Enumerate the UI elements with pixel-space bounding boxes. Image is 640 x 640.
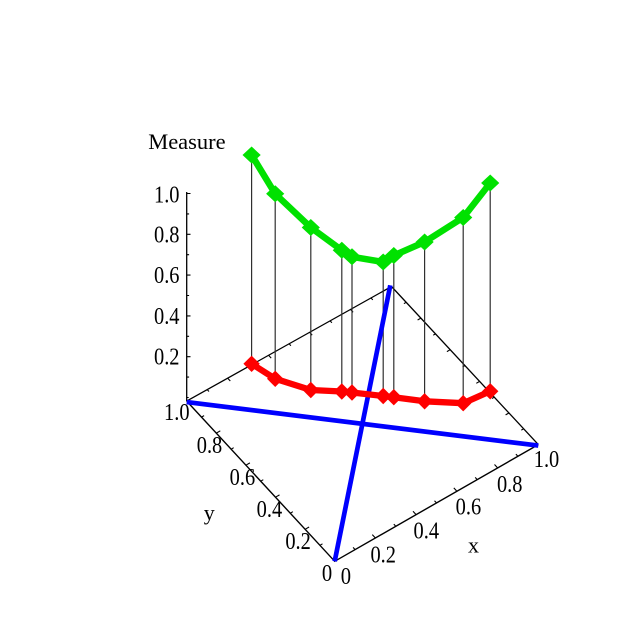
svg-text:1.0: 1.0 (154, 182, 180, 208)
svg-text:Measure: Measure (148, 129, 225, 154)
svg-text:0.2: 0.2 (285, 529, 311, 555)
svg-text:0.6: 0.6 (456, 494, 482, 520)
svg-text:0.2: 0.2 (370, 542, 396, 568)
svg-text:0.4: 0.4 (257, 497, 283, 523)
svg-text:y: y (204, 500, 215, 525)
svg-text:0.4: 0.4 (154, 304, 180, 330)
svg-text:0.2: 0.2 (154, 345, 180, 371)
svg-text:0.8: 0.8 (154, 223, 180, 249)
svg-text:0.8: 0.8 (497, 472, 523, 498)
svg-text:0.6: 0.6 (230, 465, 256, 491)
svg-text:0.6: 0.6 (154, 263, 180, 289)
svg-text:1.0: 1.0 (164, 400, 190, 426)
svg-text:0: 0 (341, 564, 351, 590)
svg-text:0.8: 0.8 (197, 433, 223, 459)
svg-text:x: x (468, 533, 479, 558)
svg-text:0.4: 0.4 (414, 519, 440, 545)
svg-text:0: 0 (322, 561, 332, 587)
svg-text:1.0: 1.0 (534, 447, 560, 473)
